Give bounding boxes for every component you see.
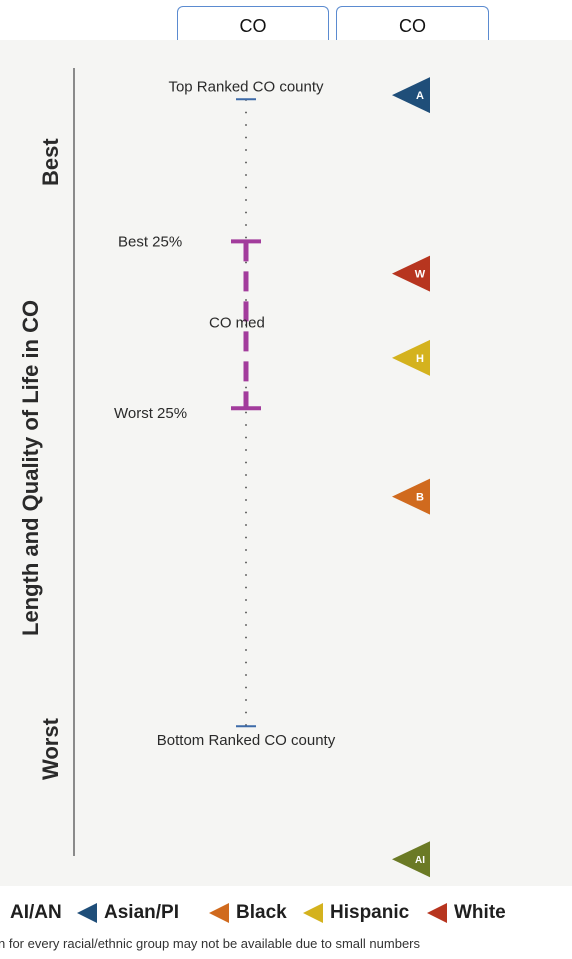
legend-item: Asian/PI	[76, 902, 179, 924]
legend-swatch	[77, 903, 97, 923]
legend-label: AI/AN	[10, 902, 62, 923]
marker-letter: AI	[415, 855, 425, 866]
marker-letter: A	[416, 90, 424, 102]
legend-swatch-shape	[303, 903, 323, 923]
legend-label: Black	[236, 902, 287, 923]
legend: AI/AN Asian/PI Black Hispanic White	[0, 902, 572, 928]
marker-letter: W	[415, 269, 426, 281]
legend-label: Hispanic	[330, 902, 410, 923]
legend-swatch-shape	[427, 903, 447, 923]
legend-item: Black	[208, 902, 287, 924]
tab-co-1[interactable]: CO	[177, 6, 329, 40]
axis-line	[73, 68, 75, 856]
footnote: n for every racial/ethnic group may not …	[0, 936, 420, 951]
legend-item: AI/AN	[10, 902, 62, 924]
legend-swatch-shape	[209, 903, 229, 923]
best25-label: Best 25%	[118, 233, 182, 250]
legend-label: Asian/PI	[104, 902, 179, 923]
top-ranked-label: Top Ranked CO county	[168, 78, 324, 95]
median-label: CO med	[209, 314, 265, 331]
legend-swatch	[209, 903, 229, 923]
legend-swatch	[303, 903, 323, 923]
marker-hispanic	[392, 339, 430, 376]
legend-label: White	[454, 902, 506, 923]
legend-item: White	[426, 902, 506, 924]
marker-aian	[392, 841, 430, 878]
legend-swatch-shape	[77, 903, 97, 923]
tab-label: CO	[399, 16, 426, 36]
tab-label: CO	[239, 16, 267, 36]
marker-white	[392, 255, 430, 292]
worst25-label: Worst 25%	[114, 405, 187, 422]
marker-black	[392, 478, 430, 515]
marker-asianpi	[392, 77, 430, 114]
legend-swatch	[427, 903, 447, 923]
bottom-ranked-label: Bottom Ranked CO county	[157, 732, 336, 749]
tab-co-2[interactable]: CO	[336, 6, 489, 40]
legend-item: Hispanic	[302, 902, 409, 924]
chart-panel	[0, 40, 572, 886]
marker-letter: H	[416, 353, 424, 365]
marker-letter: B	[416, 492, 424, 504]
